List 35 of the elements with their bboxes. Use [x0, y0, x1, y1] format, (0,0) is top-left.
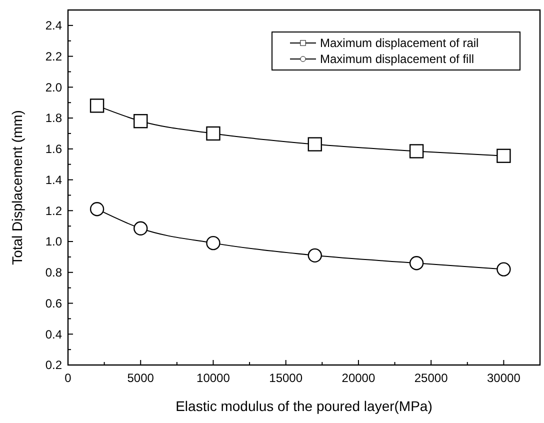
point — [90, 202, 104, 216]
y-tick-label: 2.4 — [45, 18, 62, 33]
y-tick-label: 1.8 — [45, 111, 62, 126]
y-tick-label: 1.0 — [45, 234, 62, 249]
y-tick-label: 0.2 — [45, 358, 62, 372]
y-tick-label: 1.6 — [45, 142, 62, 156]
y-tick-label: 1.4 — [45, 172, 62, 187]
y-tick-label: 0.8 — [45, 266, 62, 280]
x-tick-label: 10000 — [196, 371, 230, 385]
x-axis-title: Elastic modulus of the poured layer(MPa) — [176, 398, 432, 414]
point — [496, 262, 511, 276]
legend-label: Maximum displacement of fill — [320, 52, 474, 66]
x-tick-label: 5000 — [127, 371, 154, 385]
y-tick-label: 2.2 — [45, 50, 62, 64]
point — [134, 221, 148, 236]
point — [206, 236, 220, 250]
y-tick-label: 2.0 — [45, 80, 62, 94]
point — [206, 126, 220, 141]
point — [496, 148, 511, 163]
point — [409, 256, 424, 270]
point — [308, 248, 322, 263]
x-tick-label: 15000 — [269, 371, 303, 385]
legend-label: Maximum displacement of rail — [320, 36, 479, 50]
x-tick-label: 25000 — [414, 371, 448, 385]
x-tick-label: 0 — [64, 371, 72, 385]
point — [409, 144, 424, 158]
y-axis-title: Total Displacement (mm) — [9, 110, 25, 265]
point — [134, 114, 148, 128]
x-tick-label: 20000 — [342, 371, 376, 385]
x-tick-label: 30000 — [487, 371, 521, 385]
y-tick-label: 0.6 — [45, 296, 62, 310]
y-tick-label: 1.2 — [45, 204, 62, 218]
point — [90, 98, 104, 113]
point — [308, 137, 322, 152]
y-tick-label: 0.4 — [45, 327, 62, 342]
